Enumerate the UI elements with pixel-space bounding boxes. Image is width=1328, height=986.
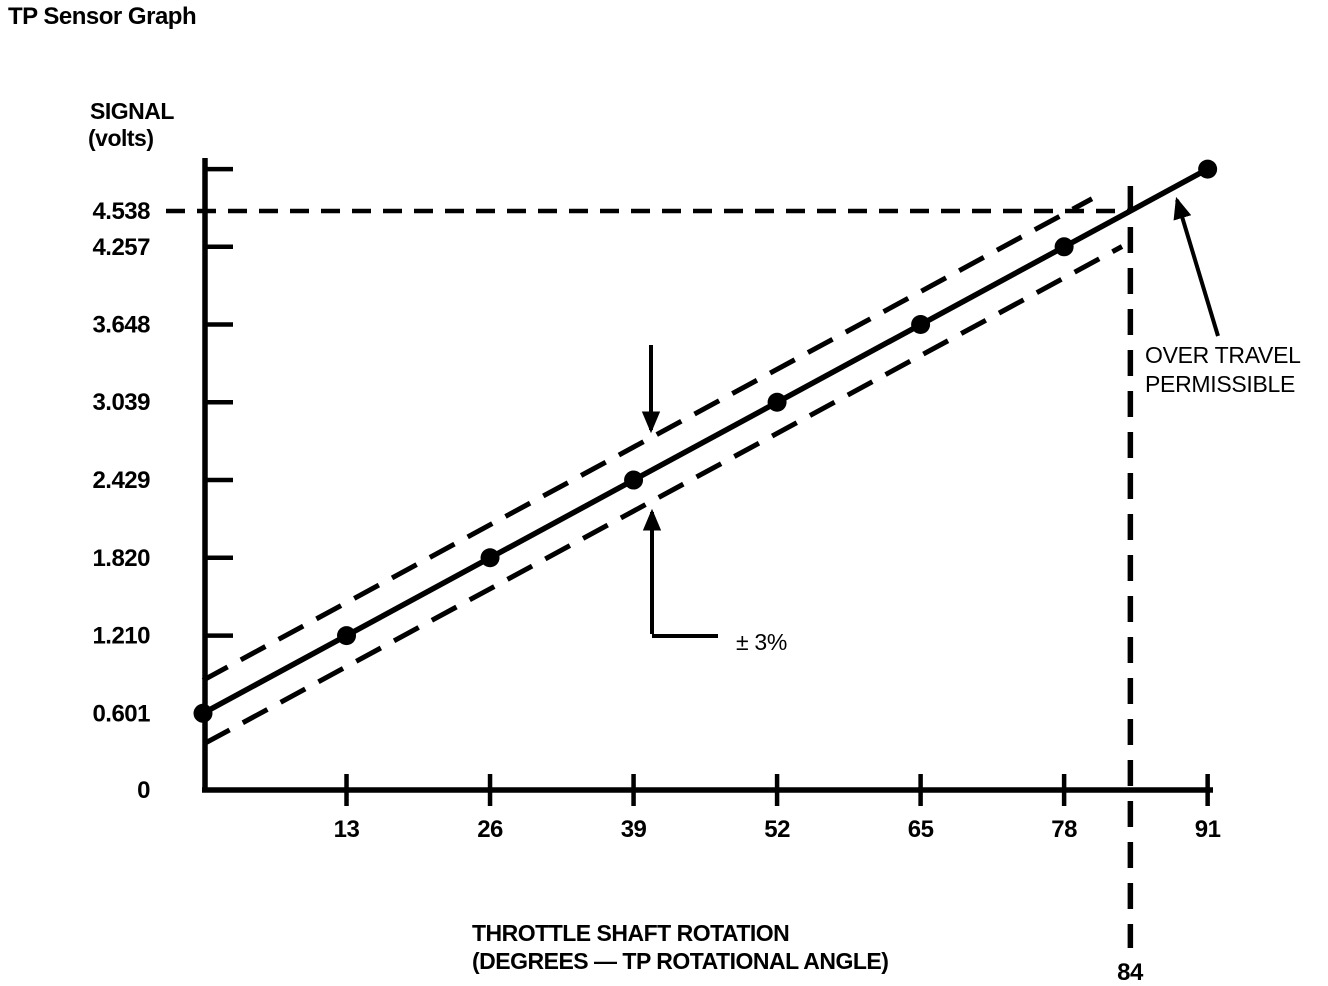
x-axis-title-line2: (DEGREES — TP ROTATIONAL ANGLE) (472, 948, 888, 974)
reference-angle-label: 84 (1117, 959, 1144, 986)
y-tick-label: 3.648 (92, 312, 150, 339)
data-point (767, 392, 787, 412)
y-tick-label: 2.429 (92, 467, 150, 494)
over-travel-label-line1: OVER TRAVEL (1145, 342, 1301, 368)
data-point (1054, 237, 1074, 257)
x-axis-title-line1: THROTTLE SHAFT ROTATION (472, 920, 789, 946)
x-tick-label: 91 (1195, 816, 1221, 843)
x-tick-label: 13 (334, 816, 360, 843)
data-point (480, 548, 500, 568)
x-tick-label: 65 (908, 816, 934, 843)
y-axis-title-line1: SIGNAL (90, 98, 174, 124)
x-tick-label: 39 (621, 816, 647, 843)
data-point (624, 470, 644, 490)
data-point (911, 315, 931, 335)
page-title: TP Sensor Graph (8, 3, 196, 30)
x-tick-label: 52 (764, 816, 790, 843)
tolerance-label: ± 3% (736, 629, 787, 655)
over-travel-label-line2: PERMISSIBLE (1145, 371, 1295, 397)
data-point (1198, 159, 1218, 179)
y-tick-label: 3.039 (92, 389, 150, 416)
x-tick-label: 78 (1051, 816, 1077, 843)
y-tick-label: 4.538 (92, 198, 150, 225)
over-travel-arrow (1173, 196, 1220, 337)
lower-tolerance-band (203, 244, 1124, 746)
signal-line (201, 166, 1209, 716)
y-tick-label: 4.257 (92, 234, 150, 261)
x-tick-label: 26 (477, 816, 503, 843)
y-axis-title-line2: (volts) (88, 125, 154, 151)
data-point (337, 626, 357, 646)
y-tick-label: 0.601 (92, 700, 150, 727)
y-tick-label: 0 (137, 777, 150, 804)
upper-tolerance-band (201, 196, 1094, 683)
y-tick-label: 1.820 (92, 545, 150, 572)
y-tick-label: 1.210 (92, 623, 150, 650)
